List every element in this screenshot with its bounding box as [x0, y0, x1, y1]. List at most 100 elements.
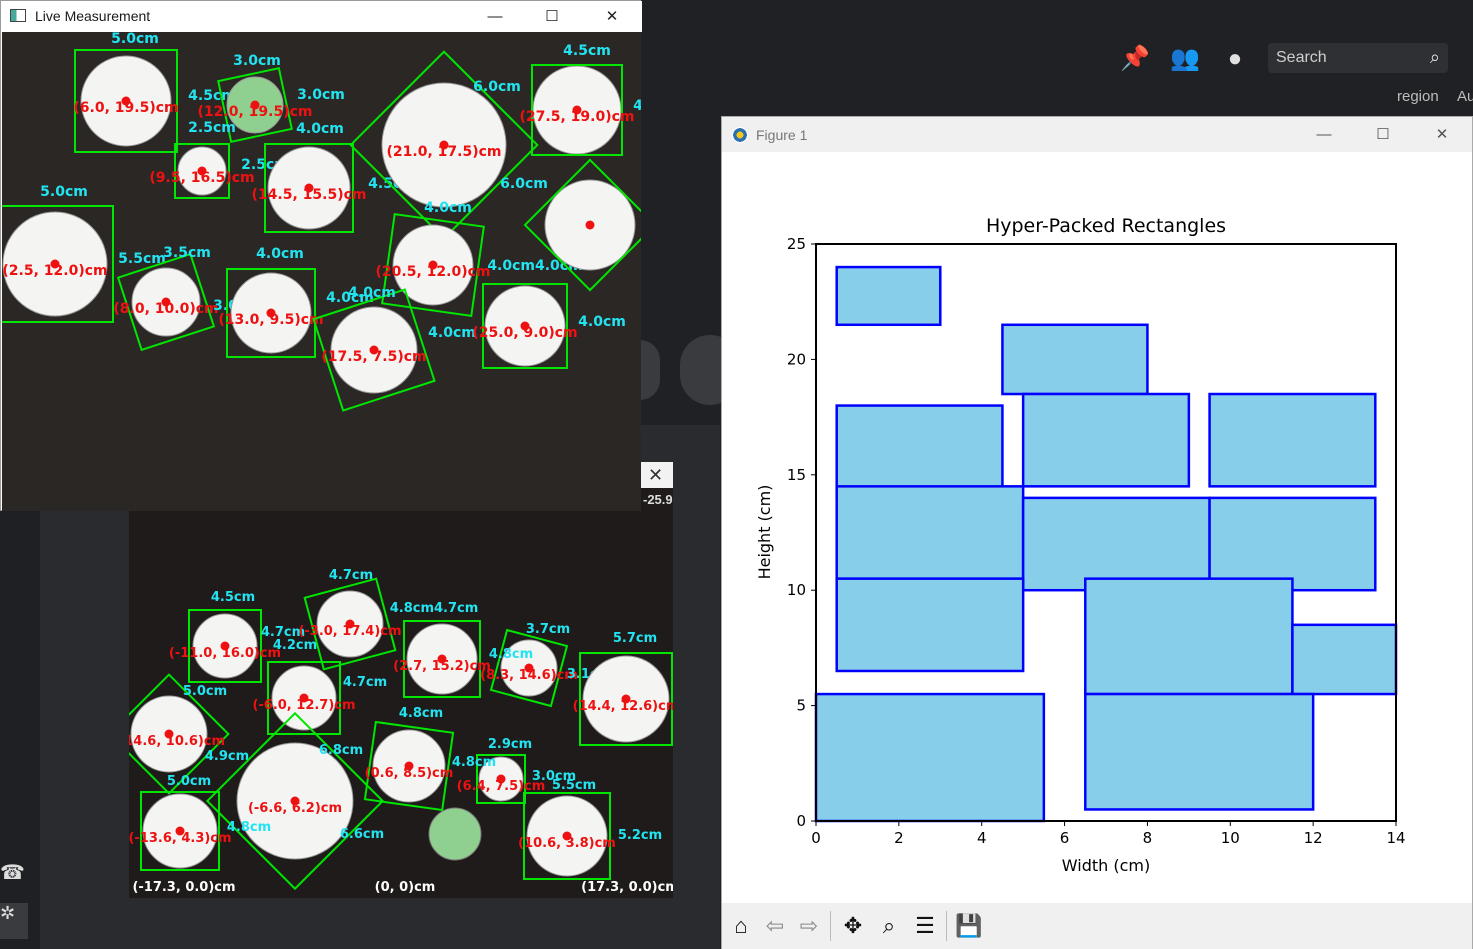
live-measurement-window: Live Measurement — ☐ ✕ (6.0, 19.5)cm 5.0c…: [0, 0, 657, 511]
center-marker: [369, 345, 379, 355]
x-axis-label: Width (cm): [1062, 856, 1150, 875]
bounding-box: [188, 609, 262, 683]
bounding-box: [264, 143, 354, 233]
measured-object: (25.0, 9.0)cm4.0cm: [472, 283, 626, 369]
measured-object: (2.5, 12.0)cm 5.0cm 5.5cm: [0, 184, 166, 323]
close-button[interactable]: ✕: [605, 8, 619, 25]
coordinate-label: (-14.6, 10.6)cm: [129, 734, 225, 749]
phone-icon[interactable]: ☎: [0, 862, 25, 884]
bounding-box: [205, 711, 385, 891]
bounding-box: [140, 791, 220, 871]
live-titlebar[interactable]: Live Measurement — ☐ ✕: [1, 1, 642, 32]
home-icon[interactable]: ⌂: [734, 913, 748, 938]
coordinate-label: (13.0, 9.5)cm: [218, 312, 323, 328]
packed-rectangle: [835, 265, 942, 327]
size-label: 6.8cm: [319, 743, 363, 758]
center-marker: [50, 259, 60, 269]
measured-object: (6.0, 19.5)cm 5.0cm 4.5cm: [73, 31, 236, 153]
bounding-box: [489, 628, 569, 708]
background-app-sidebar: [0, 510, 40, 949]
figure-close-button[interactable]: ✕: [1435, 126, 1449, 143]
rectangles-group: [814, 265, 1398, 823]
coordinate-label: (27.5, 19.0)cm: [520, 109, 635, 125]
size-label: 4.9cm: [205, 749, 249, 764]
search-input[interactable]: Search ⌕: [1268, 43, 1448, 73]
bounding-box: [226, 268, 316, 358]
measured-object: (14.5, 15.5)cm4.0cm4.5cm: [252, 121, 416, 233]
size-label: 4.7cm: [329, 568, 373, 583]
pin-icon[interactable]: 📌: [1120, 45, 1150, 72]
coordinate-label: (-13.6, 4.3)cm: [129, 831, 232, 846]
axis-coordinate-label: (17.3, 0.0)cm: [581, 880, 673, 895]
bounding-box: [303, 577, 397, 671]
center-marker: [562, 831, 572, 841]
size-label: 4.0cm: [326, 290, 374, 306]
center-marker: [164, 729, 174, 739]
packed-rectangle: [1208, 496, 1377, 592]
zoom-icon[interactable]: ⌕: [882, 913, 896, 938]
center-marker: [197, 166, 207, 176]
center-marker: [520, 321, 530, 331]
coordinate-label: (20.5, 12.0)cm: [376, 264, 491, 280]
chart-title: Hyper-Packed Rectangles: [986, 215, 1226, 237]
bounding-box: [531, 64, 623, 156]
forward-icon[interactable]: ⇨: [799, 913, 819, 938]
bounding-box: [217, 67, 293, 143]
size-label: 4.0cm4.0cm: [487, 258, 582, 274]
coordinate-label: (9.5, 16.5)cm: [149, 170, 254, 186]
y-tick-label: 15: [787, 466, 806, 484]
measured-object: (-3.0, 17.4)cm 4.7cm: [298, 568, 402, 671]
x-tick-label: 2: [894, 829, 904, 847]
coordinate-label: (10.6, 3.8)cm: [518, 836, 616, 851]
configure-icon[interactable]: ☰: [915, 913, 935, 938]
measured-object: (13.0, 9.5)cm4.0cm4.0cm: [218, 246, 374, 358]
figure-maximize-button[interactable]: ☐: [1376, 126, 1390, 143]
coordinate-label: (6.4, 7.5)cm: [457, 779, 546, 794]
matplotlib-icon: [732, 127, 748, 143]
size-label: 4.5cm: [188, 88, 236, 104]
bounding-box: [403, 620, 481, 698]
center-marker: [439, 140, 449, 150]
coordinate-label: (-3.0, 17.4)cm: [298, 624, 401, 639]
y-tick-label: 0: [796, 812, 806, 830]
size-label: 2.9cm: [488, 737, 532, 752]
measured-object: (-13.6, 4.3)cm 5.0cm 4.8cm: [128, 774, 271, 871]
chart: Hyper-Packed Rectangles Width (cm) Heigh…: [755, 215, 1406, 875]
x-tick-label: 4: [977, 829, 987, 847]
toolbar-separator: [830, 911, 831, 941]
measured-object: (-6.6, 6.2)cm 6.8cm 6.6cm: [205, 711, 385, 891]
packed-rectangle: [1084, 577, 1294, 696]
size-label: 3.5cm: [163, 245, 211, 261]
packed-rectangle: [1021, 392, 1191, 488]
coordinate-label: (-6.6, 6.2)cm: [248, 801, 342, 816]
add-people-icon[interactable]: 👥: [1170, 45, 1200, 72]
bounding-box: [523, 792, 611, 880]
coordinate-label: (0.6, 8.5)cm: [365, 766, 454, 781]
camera-feed-1-canvas: (6.0, 19.5)cm5.0cm4.5cm(12.0, 19.5)cm3.0…: [0, 31, 657, 511]
size-label: 4.8cm4.7cm: [390, 601, 479, 616]
bounding-box: [312, 288, 436, 412]
region-label: region: [1397, 88, 1439, 105]
search-icon: ⌕: [1429, 47, 1440, 67]
avatar-icon[interactable]: ●: [1227, 45, 1243, 72]
packed-rectangle: [835, 404, 1004, 500]
center-marker: [404, 761, 414, 771]
cam2-close-button[interactable]: ✕: [638, 462, 673, 488]
bounding-box: [482, 283, 568, 369]
maximize-button[interactable]: ☐: [545, 8, 559, 25]
packed-rectangle: [1001, 323, 1149, 396]
window-title: Live Measurement: [35, 8, 151, 24]
size-label: 4.0cm: [348, 285, 396, 301]
minimize-button[interactable]: —: [487, 8, 503, 25]
figure-titlebar[interactable]: Figure 1 — ☐ ✕: [722, 117, 1472, 152]
size-label: 4: [633, 98, 641, 114]
y-axis-label: Height (cm): [755, 485, 774, 580]
bounding-box: [74, 49, 178, 153]
save-icon[interactable]: 💾: [955, 913, 983, 938]
bounding-box: [476, 754, 526, 804]
pan-icon[interactable]: ✥: [843, 913, 863, 938]
back-icon[interactable]: ⇦: [765, 913, 785, 938]
figure-minimize-button[interactable]: —: [1316, 126, 1332, 143]
center-marker: [572, 105, 582, 115]
